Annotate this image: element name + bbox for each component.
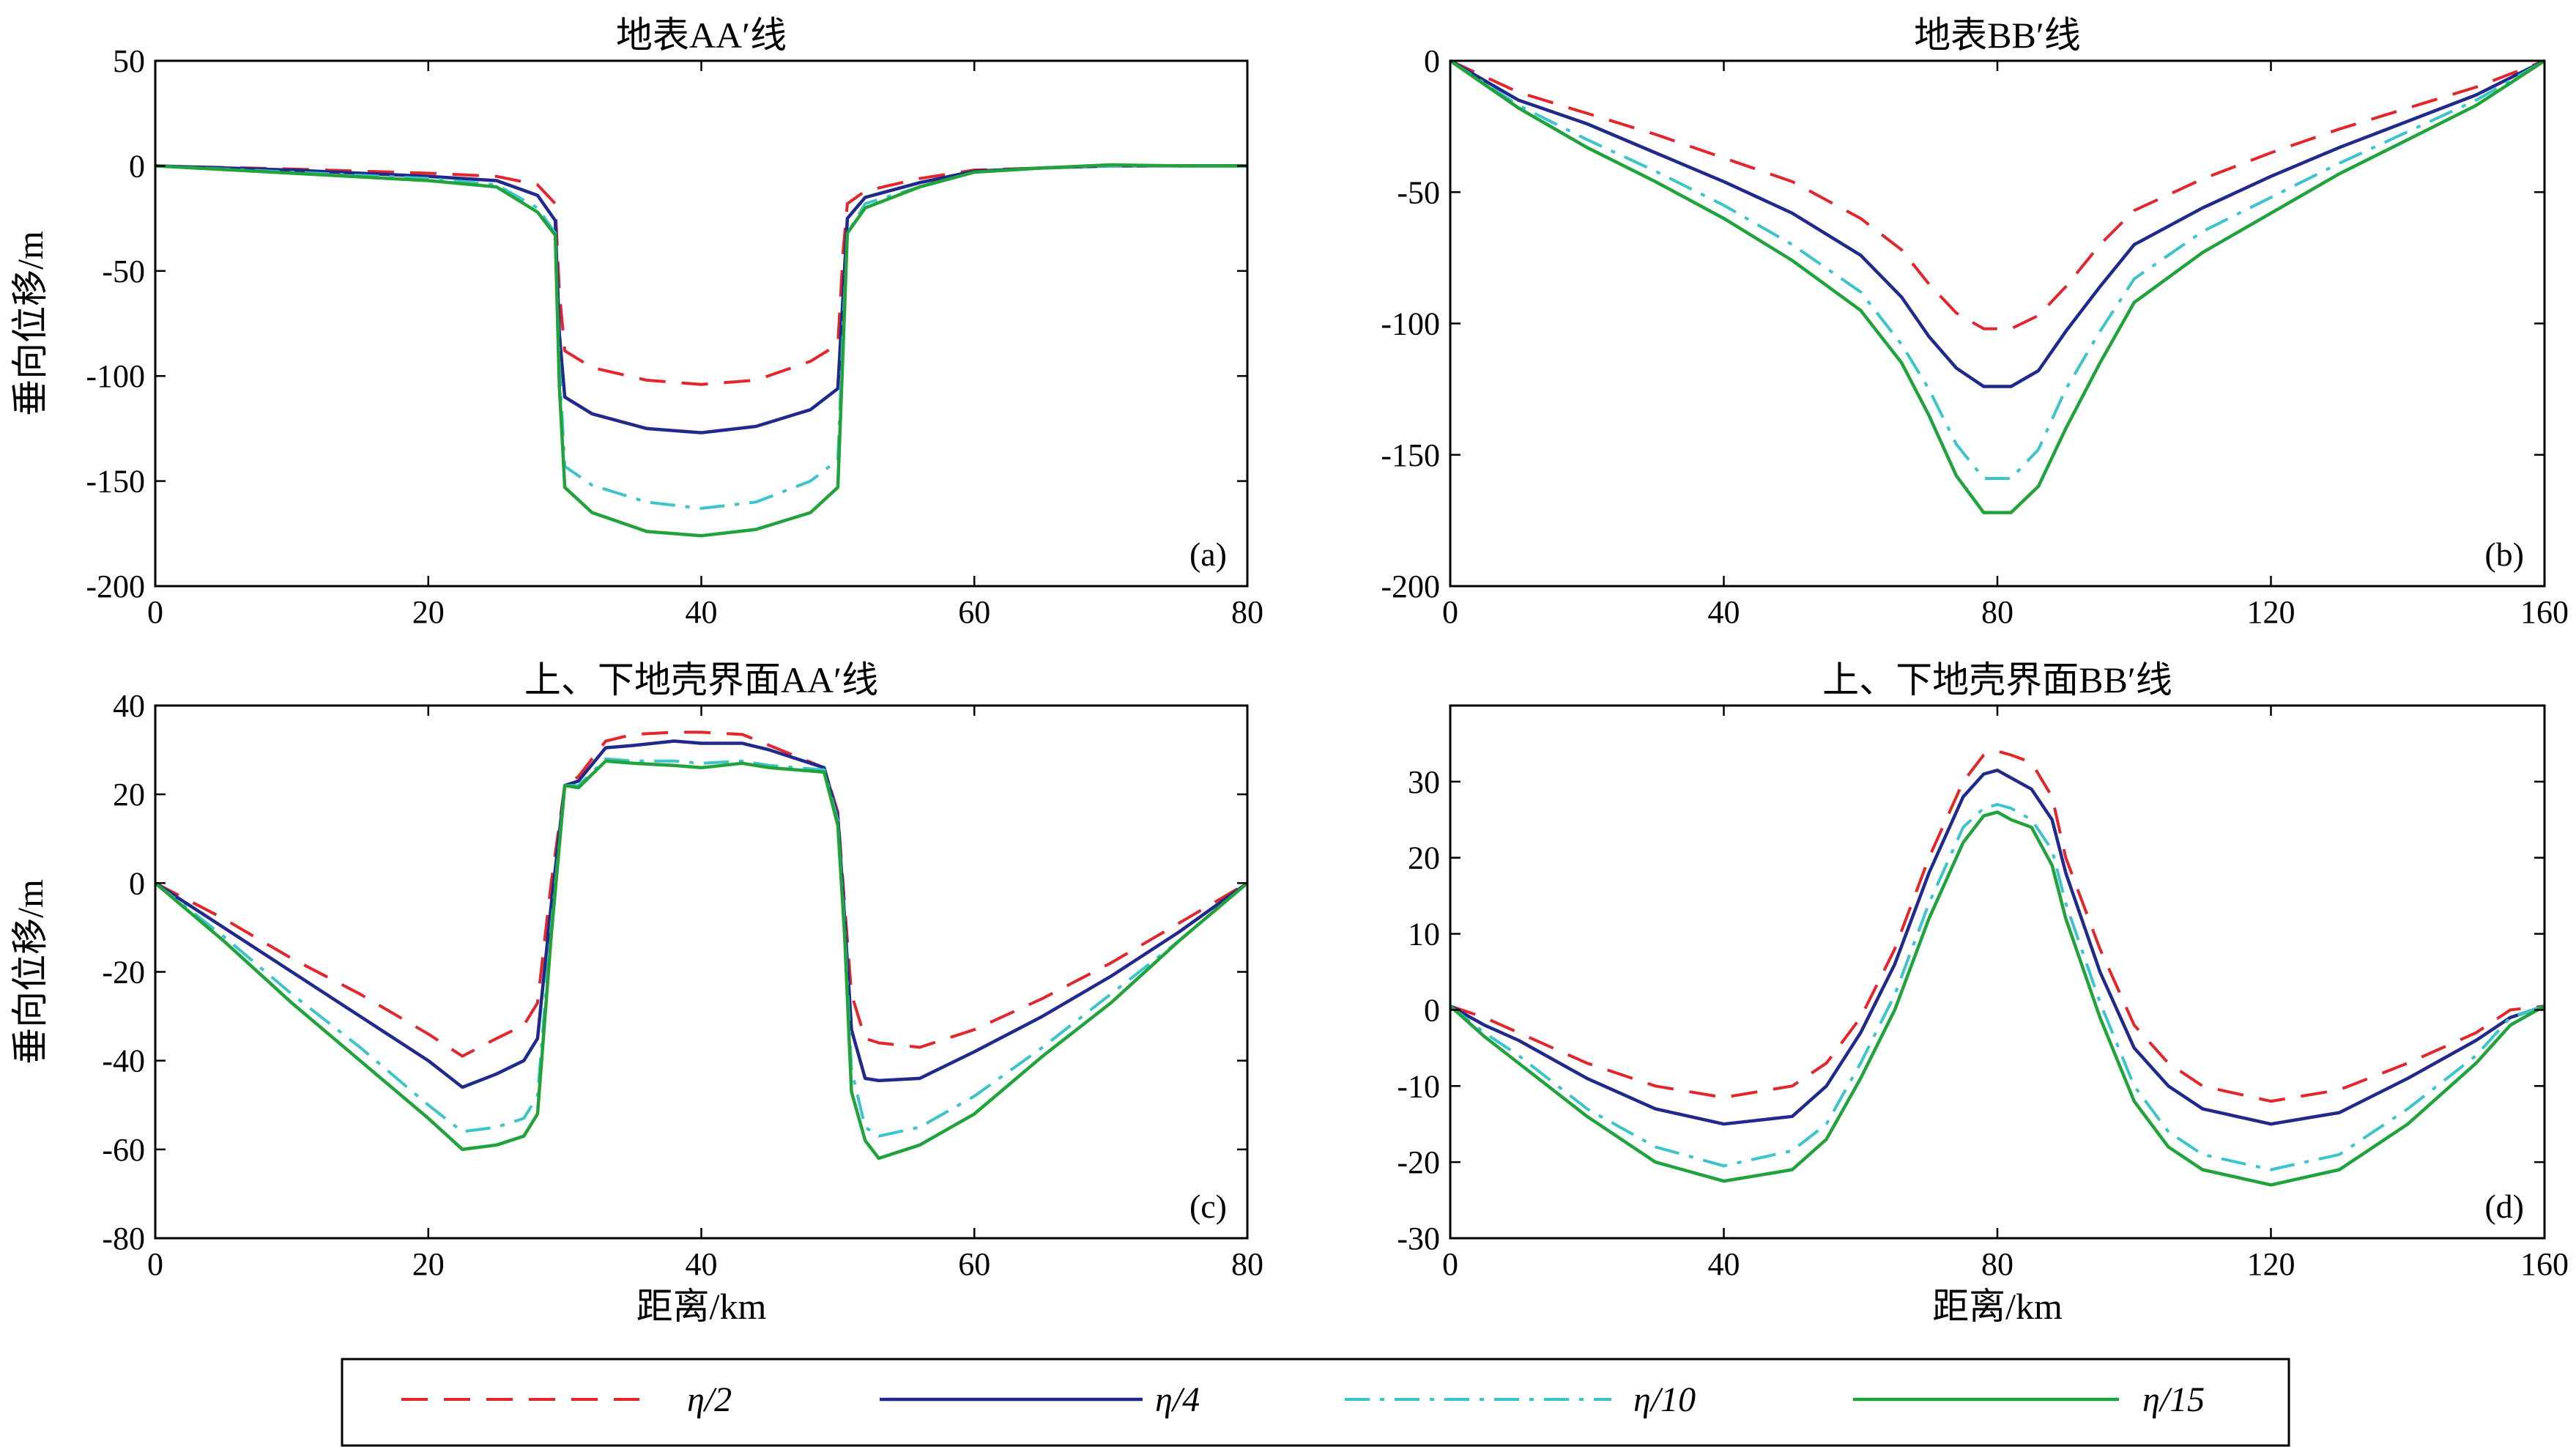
- y-tick-label: -150: [86, 464, 145, 500]
- legend: η/2 η/4 η/10 η/15: [341, 1358, 2290, 1447]
- panel-tag: (a): [1189, 536, 1227, 573]
- y-tick-label: 0: [129, 865, 145, 901]
- legend-label-2: η/4: [1155, 1380, 1200, 1419]
- chart-title: 地表AA′线: [616, 15, 787, 56]
- series-line-3: [1449, 803, 2545, 1172]
- x-tick-label: 0: [1442, 1246, 1458, 1282]
- x-tick-label: 0: [1442, 594, 1458, 630]
- x-tick-label: 80: [1231, 1246, 1263, 1282]
- y-tick-label: -100: [1381, 306, 1440, 342]
- y-tick-label: -20: [102, 955, 145, 991]
- x-axis-label: 距离/km: [636, 1286, 767, 1327]
- panel-tag: (b): [2484, 536, 2524, 573]
- x-tick-label: 60: [958, 1246, 990, 1282]
- series-line-2: [1449, 769, 2545, 1126]
- legend-label-4: η/15: [2142, 1380, 2205, 1419]
- x-axis-label: 距离/km: [1932, 1286, 2063, 1327]
- y-tick-label: 0: [129, 148, 145, 184]
- series-line-3: [154, 757, 1249, 1138]
- chart-panel-4: 0 40 80 120 160 -30 -20 -10 0 10 20 30 上、下地壳界面BB′线 (d…: [1397, 659, 2569, 1327]
- panel-tag: (c): [1189, 1188, 1227, 1225]
- series-line-1: [155, 164, 1247, 386]
- y-tick-label: -20: [1397, 1144, 1440, 1180]
- y-tick-label: -10: [1397, 1068, 1440, 1104]
- series-line-2: [1449, 59, 2546, 388]
- chart-panel-3: 0 20 40 60 80 -80 -60 -40 -20 0 20 40 上、下地壳界面AA′线 (c)…: [10, 659, 1263, 1327]
- y-axis-label: 垂向位移/m: [10, 231, 51, 416]
- x-tick-label: 40: [1708, 594, 1740, 630]
- y-tick-label: -100: [86, 358, 145, 394]
- x-tick-label: 20: [412, 594, 445, 630]
- series-line-1: [1450, 750, 2545, 1103]
- y-tick-label: -30: [1397, 1221, 1440, 1257]
- series-line-4: [154, 759, 1249, 1161]
- x-tick-label: 0: [147, 1246, 163, 1282]
- y-tick-label: 50: [113, 43, 145, 79]
- y-tick-label: -50: [1397, 174, 1440, 210]
- x-tick-label: 160: [2520, 594, 2569, 630]
- y-tick-label: -50: [102, 253, 145, 289]
- x-tick-label: 120: [2247, 1246, 2295, 1282]
- chart-panel-2: 0 40 80 120 160 -200 -150 -100 -50 0 地表BB′线 (b): [1381, 15, 2569, 630]
- x-tick-label: 80: [1981, 594, 2013, 630]
- series-line-2: [155, 164, 1247, 434]
- chart-title: 地表BB′线: [1914, 15, 2081, 56]
- y-tick-label: 10: [1408, 917, 1440, 952]
- plot-frame: [1449, 704, 2546, 1240]
- y-tick-label: 0: [1424, 992, 1440, 1028]
- series-line-1: [1450, 59, 2545, 330]
- x-tick-label: 120: [2247, 594, 2295, 630]
- series-line-3: [155, 164, 1247, 510]
- series-line-2: [154, 739, 1249, 1089]
- x-tick-label: 160: [2520, 1246, 2569, 1282]
- y-tick-label: 20: [1408, 840, 1440, 876]
- series-line-4: [1449, 810, 2546, 1187]
- y-tick-label: -200: [86, 569, 145, 604]
- panel-tag: (d): [2484, 1188, 2524, 1225]
- y-tick-label: -80: [102, 1221, 145, 1257]
- y-axis-label: 垂向位移/m: [10, 879, 51, 1065]
- series-line-4: [1449, 59, 2546, 514]
- x-tick-label: 40: [686, 1246, 718, 1282]
- y-tick-label: -200: [1381, 569, 1440, 604]
- x-tick-label: 20: [412, 1246, 445, 1282]
- plot-frame: [1449, 59, 2546, 588]
- y-tick-label: -150: [1381, 437, 1440, 473]
- chart-title: 上、下地壳界面AA′线: [524, 659, 878, 700]
- y-tick-label: -60: [102, 1132, 145, 1168]
- y-tick-label: -40: [102, 1043, 145, 1079]
- x-tick-label: 0: [147, 594, 163, 630]
- legend-frame: [341, 1358, 2290, 1447]
- y-tick-label: 0: [1424, 43, 1440, 79]
- y-tick-label: 30: [1408, 764, 1440, 800]
- x-tick-label: 60: [958, 594, 990, 630]
- chart-title: 上、下地壳界面BB′线: [1822, 659, 2172, 700]
- x-tick-label: 40: [686, 594, 718, 630]
- series-line-3: [1449, 59, 2545, 480]
- series-line-4: [155, 163, 1247, 538]
- series-line-1: [155, 730, 1249, 1058]
- y-tick-label: 40: [113, 688, 145, 724]
- x-tick-label: 40: [1708, 1246, 1740, 1282]
- legend-label-3: η/10: [1633, 1380, 1696, 1419]
- x-tick-label: 80: [1981, 1246, 2013, 1282]
- chart-panel-1: 0 20 40 60 80 -200 -150 -100 -50 0 50 地表AA′线 (a) 垂向位移…: [10, 15, 1263, 630]
- legend-label-1: η/2: [687, 1380, 732, 1419]
- x-tick-label: 80: [1231, 594, 1263, 630]
- y-tick-label: 20: [113, 777, 145, 813]
